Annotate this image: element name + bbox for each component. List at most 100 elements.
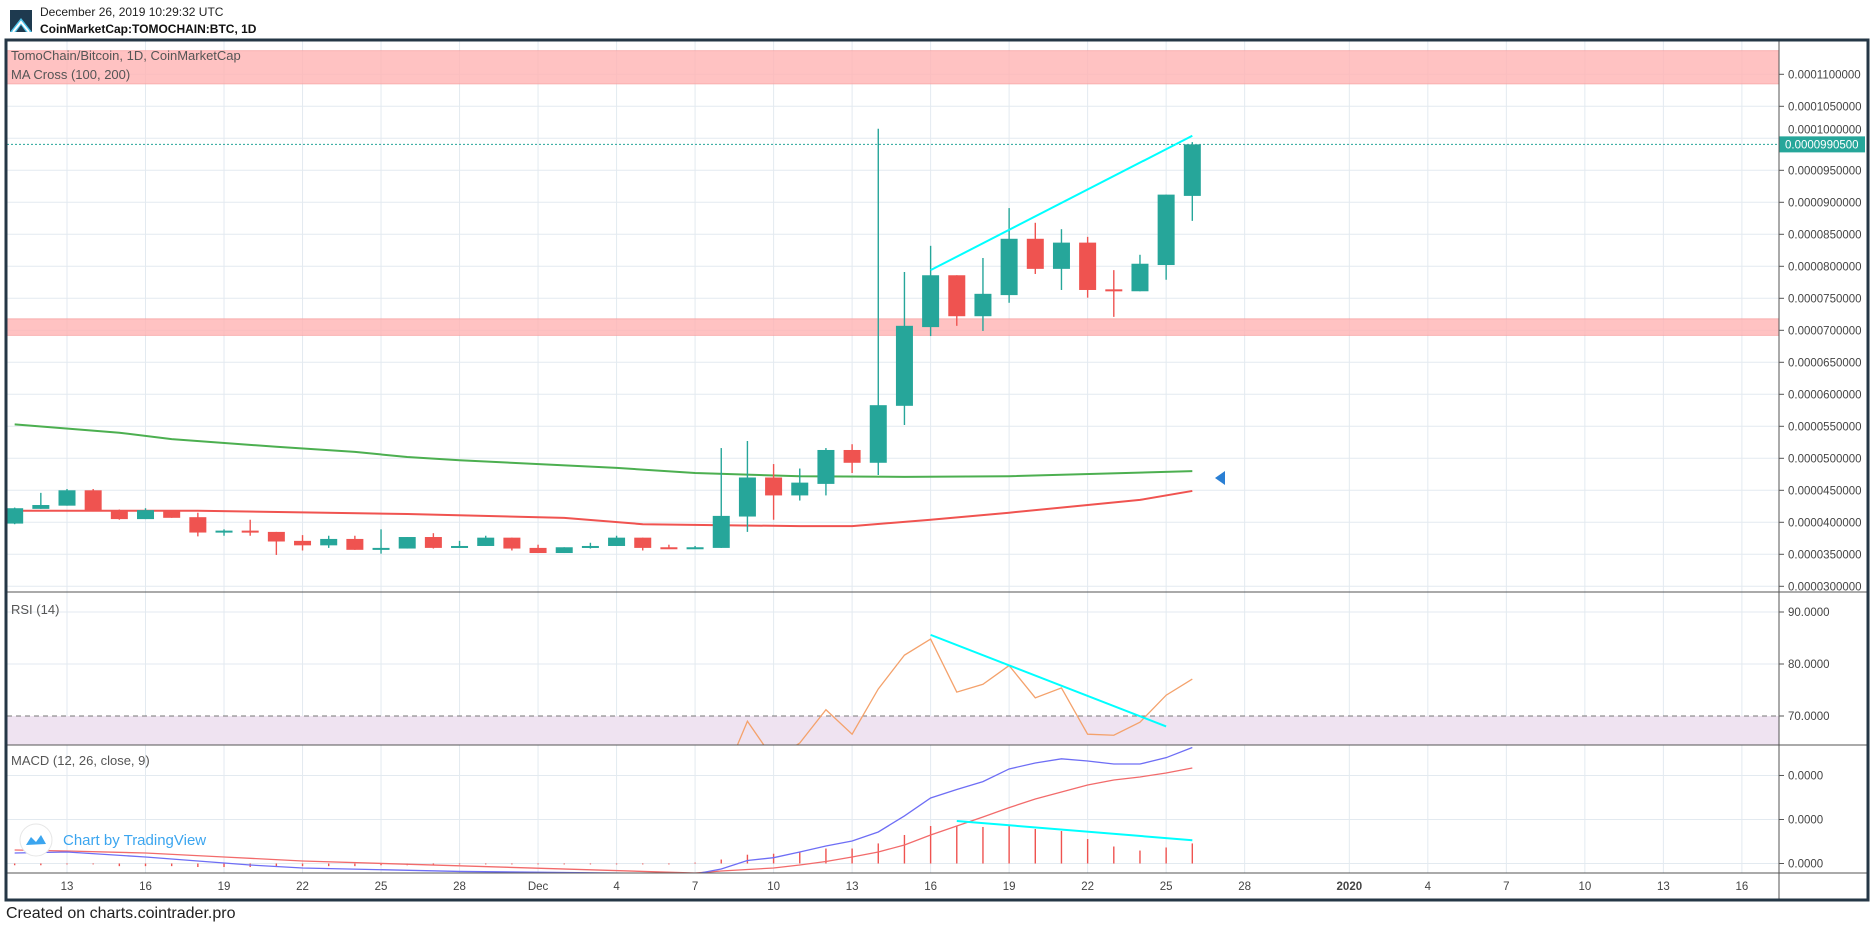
- candle-body: [1183, 144, 1201, 196]
- rsi-axis-label: 90.0000: [1788, 607, 1830, 619]
- axes: 13 16 19 22 25 28 Dec 4 7 10 13 16 19 22 25 28 2020 4 7 10 1…: [7, 41, 1868, 900]
- candle-body: [267, 531, 285, 542]
- resistance-zones: [7, 50, 1779, 336]
- macd-axis-label: 0.0000: [1788, 770, 1823, 782]
- price-axis-label: 0.0000450000: [1788, 485, 1862, 497]
- candle-body: [922, 275, 940, 328]
- price-trendline: [930, 134, 1193, 272]
- candle-body: [215, 530, 233, 533]
- time-axis-label: 22: [296, 881, 309, 893]
- candle: [765, 464, 783, 520]
- time-axis-label: 7: [1503, 881, 1509, 893]
- candle-body: [1026, 238, 1044, 269]
- candle: [817, 448, 835, 496]
- price-marker-triangle-icon[interactable]: [1215, 471, 1225, 485]
- candle-body: [948, 275, 966, 317]
- price-zone: [7, 318, 1779, 336]
- price-zone: [7, 50, 1779, 85]
- candle-body: [294, 540, 312, 546]
- time-axis-label: 16: [924, 881, 937, 893]
- candle: [451, 540, 469, 548]
- candle-body: [137, 510, 155, 520]
- moving-averages: [14, 423, 1193, 528]
- price-axis-label: 0.0000750000: [1788, 293, 1862, 305]
- watermark-text[interactable]: Chart by TradingView: [63, 832, 206, 849]
- candle: [791, 468, 809, 501]
- price-axis-label: 0.0000700000: [1788, 325, 1862, 337]
- time-axis-label: 4: [613, 881, 620, 893]
- tradingview-watermark[interactable]: Chart by TradingView: [19, 823, 206, 857]
- chart-frame: [4, 38, 1870, 902]
- time-axis-label: 22: [1081, 881, 1094, 893]
- candle: [32, 492, 50, 509]
- candle: [1026, 222, 1044, 274]
- rsi-overbought-band: [7, 716, 1779, 745]
- candle: [7, 507, 24, 525]
- candle-body: [1131, 263, 1149, 292]
- candle-body: [686, 547, 704, 550]
- candle-body: [765, 477, 783, 496]
- candle: [712, 448, 730, 548]
- gridlines: [7, 41, 1779, 873]
- candle-body: [424, 537, 442, 548]
- moving-average-line: [14, 489, 1193, 528]
- candle: [922, 245, 940, 337]
- candle-body: [346, 538, 364, 550]
- candle-body: [738, 477, 756, 517]
- snapshot-datetime: December 26, 2019 10:29:32 UTC: [40, 5, 224, 19]
- candle: [346, 535, 364, 550]
- candle: [1052, 229, 1070, 290]
- macd-pane: [7, 746, 1779, 873]
- candle-body: [372, 547, 390, 550]
- candle-body: [974, 293, 992, 317]
- price-axis-label: 0.0000800000: [1788, 261, 1862, 273]
- candle-body: [110, 510, 128, 520]
- candle: [948, 275, 966, 326]
- candle: [843, 444, 861, 474]
- candle: [974, 257, 992, 331]
- ma-cross-legend: MA Cross (100, 200): [11, 67, 130, 82]
- price-axis-label: 0.0000300000: [1788, 581, 1862, 593]
- candle-body: [634, 537, 652, 548]
- candle-body: [817, 449, 835, 484]
- candle: [58, 489, 76, 506]
- candle: [503, 537, 521, 551]
- macd-legend: MACD (12, 26, close, 9): [11, 753, 150, 768]
- candle-body: [1000, 238, 1018, 296]
- footer-credit: Created on charts.cointrader.pro: [6, 905, 236, 922]
- candle-body: [529, 547, 547, 554]
- time-axis-label: 25: [1160, 881, 1173, 893]
- macd-signal-line: [14, 767, 1193, 873]
- candle: [241, 519, 259, 536]
- chart-legend-title: TomoChain/Bitcoin, 1D, CoinMarketCap: [11, 48, 241, 63]
- rsi-legend: RSI (14): [11, 602, 59, 617]
- candle: [215, 529, 233, 536]
- time-axis-label: 28: [453, 881, 466, 893]
- candle: [869, 128, 887, 475]
- time-axis-label: 13: [61, 881, 74, 893]
- candle: [110, 509, 128, 520]
- time-axis-label: 16: [139, 881, 152, 893]
- candle: [738, 441, 756, 532]
- time-axis-label: 19: [218, 881, 231, 893]
- candle: [555, 547, 573, 554]
- candle: [1000, 208, 1018, 303]
- candle: [320, 535, 338, 548]
- last-price-label: 0.0000990500: [1785, 139, 1859, 151]
- candle: [1105, 270, 1123, 317]
- time-axis-label: 4: [1425, 881, 1432, 893]
- candle-body: [398, 537, 416, 549]
- rsi-line: [736, 638, 1193, 745]
- last-price-badge: [1779, 136, 1865, 153]
- candle: [163, 510, 181, 518]
- price-axis-label: 0.0001050000: [1788, 101, 1862, 113]
- price-overlays: [7, 134, 1779, 272]
- price-axis-label: 0.0001000000: [1788, 124, 1862, 136]
- time-axis-label: 7: [692, 881, 698, 893]
- candle-body: [895, 325, 913, 406]
- candle-body: [1105, 289, 1123, 292]
- candle-body: [608, 537, 626, 546]
- tradingview-cloud-icon: [26, 835, 46, 845]
- time-axis-label: 10: [767, 881, 780, 893]
